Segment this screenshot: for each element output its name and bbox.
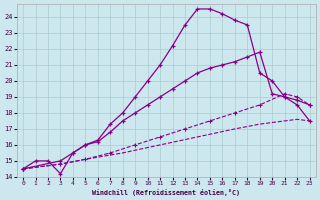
- X-axis label: Windchill (Refroidissement éolien,°C): Windchill (Refroidissement éolien,°C): [92, 189, 240, 196]
